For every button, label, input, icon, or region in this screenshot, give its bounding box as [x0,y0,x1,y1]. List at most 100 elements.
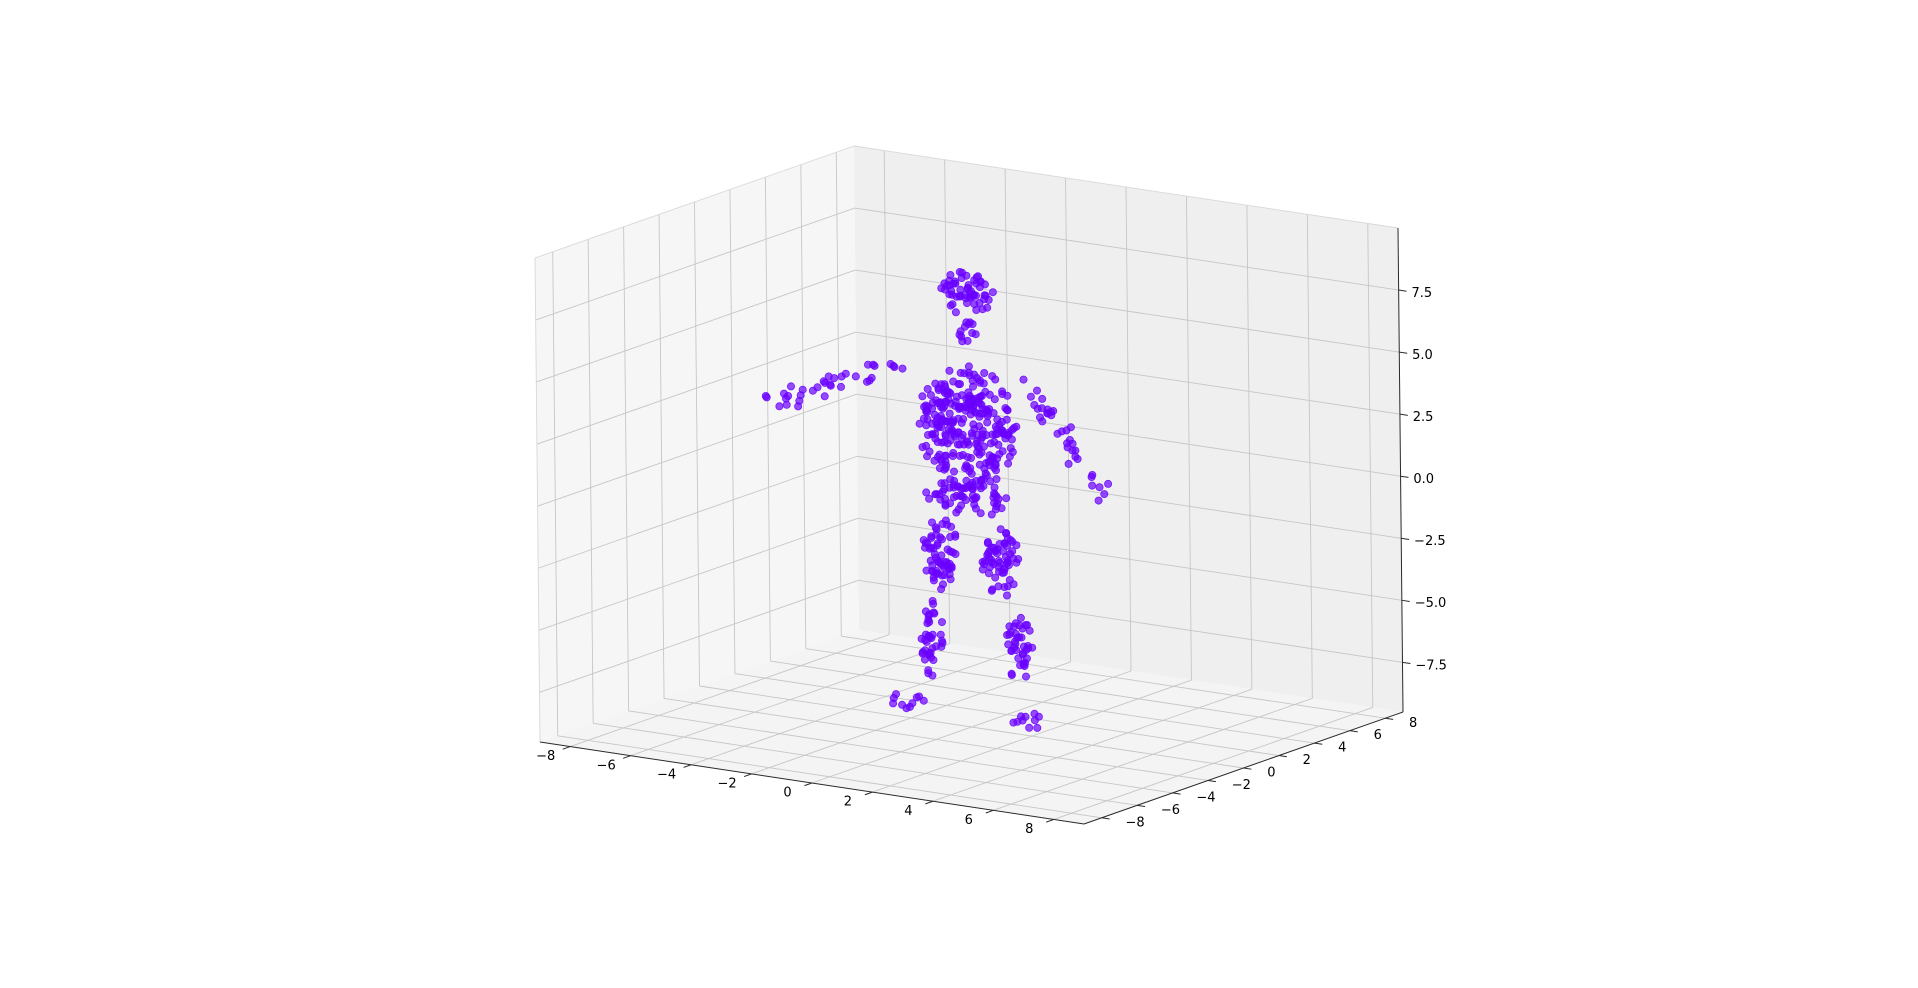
grid-line-z-back [854,207,1399,291]
scatter-point [1014,654,1023,663]
scatter-point [956,368,965,377]
scatter-point [1026,392,1035,401]
scatter-point [986,439,995,448]
scatter-point [976,277,985,286]
grid-line-y-left [552,251,559,736]
z-tick-label: −2.5 [1414,534,1446,549]
y-tick-label: 6 [1374,728,1382,743]
scatter-point [1036,413,1045,422]
scatter-point [1010,637,1019,646]
scatter-point [991,459,1000,468]
scatter-point [982,459,991,468]
scatter-point [1073,454,1082,463]
scatter-point [795,396,804,405]
y-tick-label: 2 [1303,753,1311,768]
scatter-point [938,618,947,627]
z-tick-mark [1400,475,1409,478]
z-tick-mark [1401,599,1410,602]
grid-line-y-floor [557,735,1102,819]
scatter-point [990,395,999,404]
scatter-point [929,576,938,585]
scatter-point [944,395,953,404]
scatter-point [952,508,961,517]
scatter-point [945,366,954,375]
scatter-point [964,362,973,371]
scatter-point [938,415,947,424]
scatter-point [943,386,952,395]
scatter-point [1071,446,1080,455]
grid-line-y-left [835,152,842,637]
scatter-point [969,420,978,429]
scatter-point [971,330,980,339]
scatter-point [950,277,959,286]
scatter-point [941,500,950,509]
scatter-point [979,379,988,388]
scatter-point [983,538,992,547]
scatter-point [985,390,994,399]
scatter-point [921,630,930,639]
scatter-point [991,573,1000,582]
scatter-point [967,287,976,296]
scatter-point [1016,613,1025,622]
scatter-point [986,477,995,486]
scatter-point [998,389,1007,398]
scatter-point [1007,647,1016,656]
grid-line-z-left [539,579,859,693]
x-tick-mark [622,755,631,759]
z-tick-label: −5.0 [1415,596,1447,611]
scatter-point [1095,483,1104,492]
scatter-point [954,379,963,388]
z-tick-mark [1398,289,1407,292]
scatter-point [821,378,830,387]
scatter-point [935,422,944,431]
scatter-point [985,553,994,562]
x-tick-mark [985,809,994,814]
grid-line-y-floor [805,648,1350,732]
scatter-point [947,522,956,531]
grid-line-y-floor [593,722,1138,806]
scatter-point [955,267,964,276]
scatter-point [994,563,1003,572]
scatter-point [960,440,969,449]
scatter-point [1046,407,1055,416]
tick-marks [562,289,1411,823]
scatter-point [912,693,921,702]
scatter-point [939,580,948,589]
scatter-point [867,373,876,382]
scatter-point [983,303,992,312]
scatter-point [928,597,937,606]
scatter-point [946,533,955,542]
x-tick-label: −6 [597,758,616,773]
scatter-point [983,412,992,421]
scatter-point [898,364,907,373]
scatter-point [1022,672,1031,681]
scatter-point [989,493,998,502]
x-tick-label: −2 [717,777,736,792]
y-tick-label: −4 [1196,790,1215,805]
scatter-point [924,402,933,411]
scatter-point [1033,404,1042,413]
scatter-point [921,539,930,548]
scatter-point [937,636,946,645]
scatter-point [996,525,1005,534]
pane-edge [534,257,541,743]
y-tick-label: −8 [1125,815,1144,830]
scatter-point [820,392,829,401]
grid-line-z-back [857,517,1402,601]
scatter-point [798,385,807,394]
scatter-point [1022,654,1031,663]
scatter-point [1019,375,1028,384]
z-tick-label: 0.0 [1413,472,1434,487]
scatter-point [940,279,949,288]
scatter-point [784,391,793,400]
scatter-point [963,453,972,462]
scatter-point [841,369,850,378]
grid-line-x-back [1306,214,1313,699]
grid-line-z-left [535,207,855,321]
grid-line-x-back [883,150,890,635]
scatter-point [946,475,955,484]
y-tick-mark [1137,804,1146,808]
x-tick-label: 4 [904,804,912,819]
scatter-point [931,523,940,532]
